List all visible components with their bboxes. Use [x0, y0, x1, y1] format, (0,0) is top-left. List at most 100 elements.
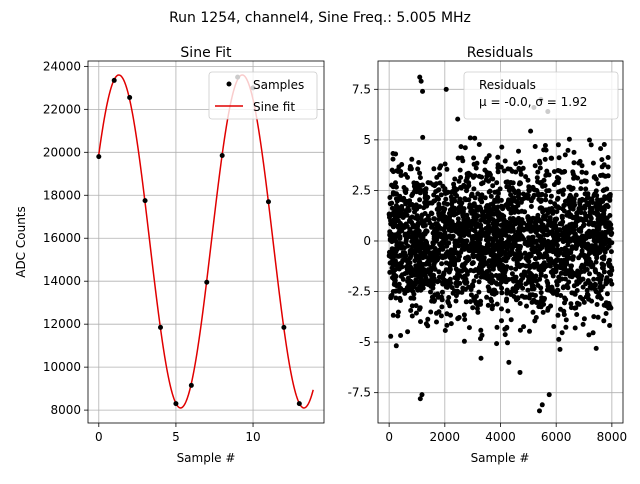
residual-point	[528, 228, 534, 234]
residual-point	[518, 252, 524, 258]
residual-point	[482, 159, 488, 165]
residual-point	[475, 309, 481, 315]
residual-point	[560, 191, 566, 197]
sample-point	[173, 401, 179, 407]
residual-point	[555, 252, 561, 258]
residual-point	[474, 160, 480, 166]
residual-point	[518, 224, 524, 230]
residual-point	[594, 193, 600, 198]
residual-point	[538, 192, 544, 198]
residual-point	[473, 253, 479, 259]
residual-point	[607, 192, 613, 197]
residual-point	[422, 230, 428, 236]
residual-point	[436, 210, 442, 216]
residual-point	[499, 212, 505, 218]
residual-point	[582, 191, 588, 197]
residual-point	[436, 278, 442, 284]
residual-point	[528, 128, 534, 134]
residual-point	[570, 185, 576, 191]
residual-point	[559, 215, 565, 221]
residual-point	[476, 289, 482, 295]
residual-point	[544, 247, 550, 253]
residual-point	[508, 292, 514, 297]
residual-point	[476, 279, 482, 285]
residual-point	[485, 284, 491, 290]
sine-fit-ytick-label: 14000	[43, 274, 81, 288]
residual-point	[554, 282, 560, 288]
residual-point	[499, 306, 504, 312]
residual-point	[540, 262, 546, 268]
residual-point	[592, 268, 598, 273]
residual-point	[486, 288, 492, 294]
residual-point	[581, 222, 587, 228]
residual-point	[393, 239, 399, 245]
residual-point	[516, 165, 522, 171]
residual-point	[474, 221, 480, 227]
residual-point	[563, 324, 569, 330]
residual-point	[601, 318, 607, 324]
residuals-ytick-label: 5	[363, 133, 371, 147]
residual-point	[456, 243, 462, 249]
residual-point	[548, 155, 554, 161]
residual-point	[554, 290, 560, 296]
residual-point	[417, 254, 422, 259]
residual-point	[465, 228, 471, 234]
residual-point	[483, 246, 489, 251]
residual-point	[579, 169, 585, 175]
residual-point	[546, 206, 552, 212]
residual-point	[433, 189, 439, 195]
residual-point	[498, 222, 504, 228]
residual-point	[578, 205, 584, 211]
residual-point	[537, 180, 543, 186]
residual-point	[499, 248, 505, 254]
residual-point	[403, 212, 408, 218]
residual-point	[486, 218, 492, 224]
residual-point	[494, 301, 500, 307]
residual-point	[572, 222, 578, 228]
residual-point	[408, 308, 414, 313]
residual-point	[543, 197, 549, 203]
residual-point	[394, 246, 400, 252]
residual-point	[501, 168, 507, 174]
residuals-ytick-label: 7.5	[352, 82, 371, 96]
residual-point	[535, 169, 541, 175]
residual-point	[555, 142, 561, 148]
residual-point	[588, 232, 594, 238]
residual-point	[471, 155, 477, 161]
residual-point	[503, 225, 509, 231]
residual-point	[447, 282, 453, 288]
residual-point	[493, 207, 499, 212]
residual-point	[584, 291, 590, 297]
residual-point	[536, 408, 542, 414]
residual-point	[511, 209, 517, 215]
residual-point	[497, 262, 503, 268]
residual-point	[598, 237, 604, 243]
residual-point	[454, 279, 460, 285]
residual-point	[424, 203, 430, 209]
residual-point	[457, 167, 463, 173]
residual-point	[438, 163, 444, 169]
residual-point	[405, 275, 411, 281]
residual-point	[504, 290, 510, 296]
sine-fit-axes-frame	[87, 60, 325, 424]
residual-point	[486, 178, 491, 184]
residual-point	[472, 135, 478, 141]
residual-point	[579, 163, 585, 169]
residual-point	[473, 274, 479, 279]
residual-point	[556, 274, 562, 280]
residual-point	[393, 295, 399, 301]
residual-point	[449, 197, 455, 203]
residual-point	[591, 276, 597, 282]
residual-point	[532, 318, 538, 324]
residual-point	[412, 229, 418, 235]
residual-point	[544, 227, 550, 233]
residual-point	[417, 280, 423, 286]
residual-point	[429, 211, 435, 217]
residual-point	[501, 272, 507, 278]
residual-point	[537, 160, 543, 166]
residual-point	[495, 165, 501, 171]
sample-point	[204, 279, 210, 285]
residual-point	[529, 286, 535, 292]
residuals-legend: Residuals μ = -0.0, σ = 1.92	[463, 71, 619, 120]
